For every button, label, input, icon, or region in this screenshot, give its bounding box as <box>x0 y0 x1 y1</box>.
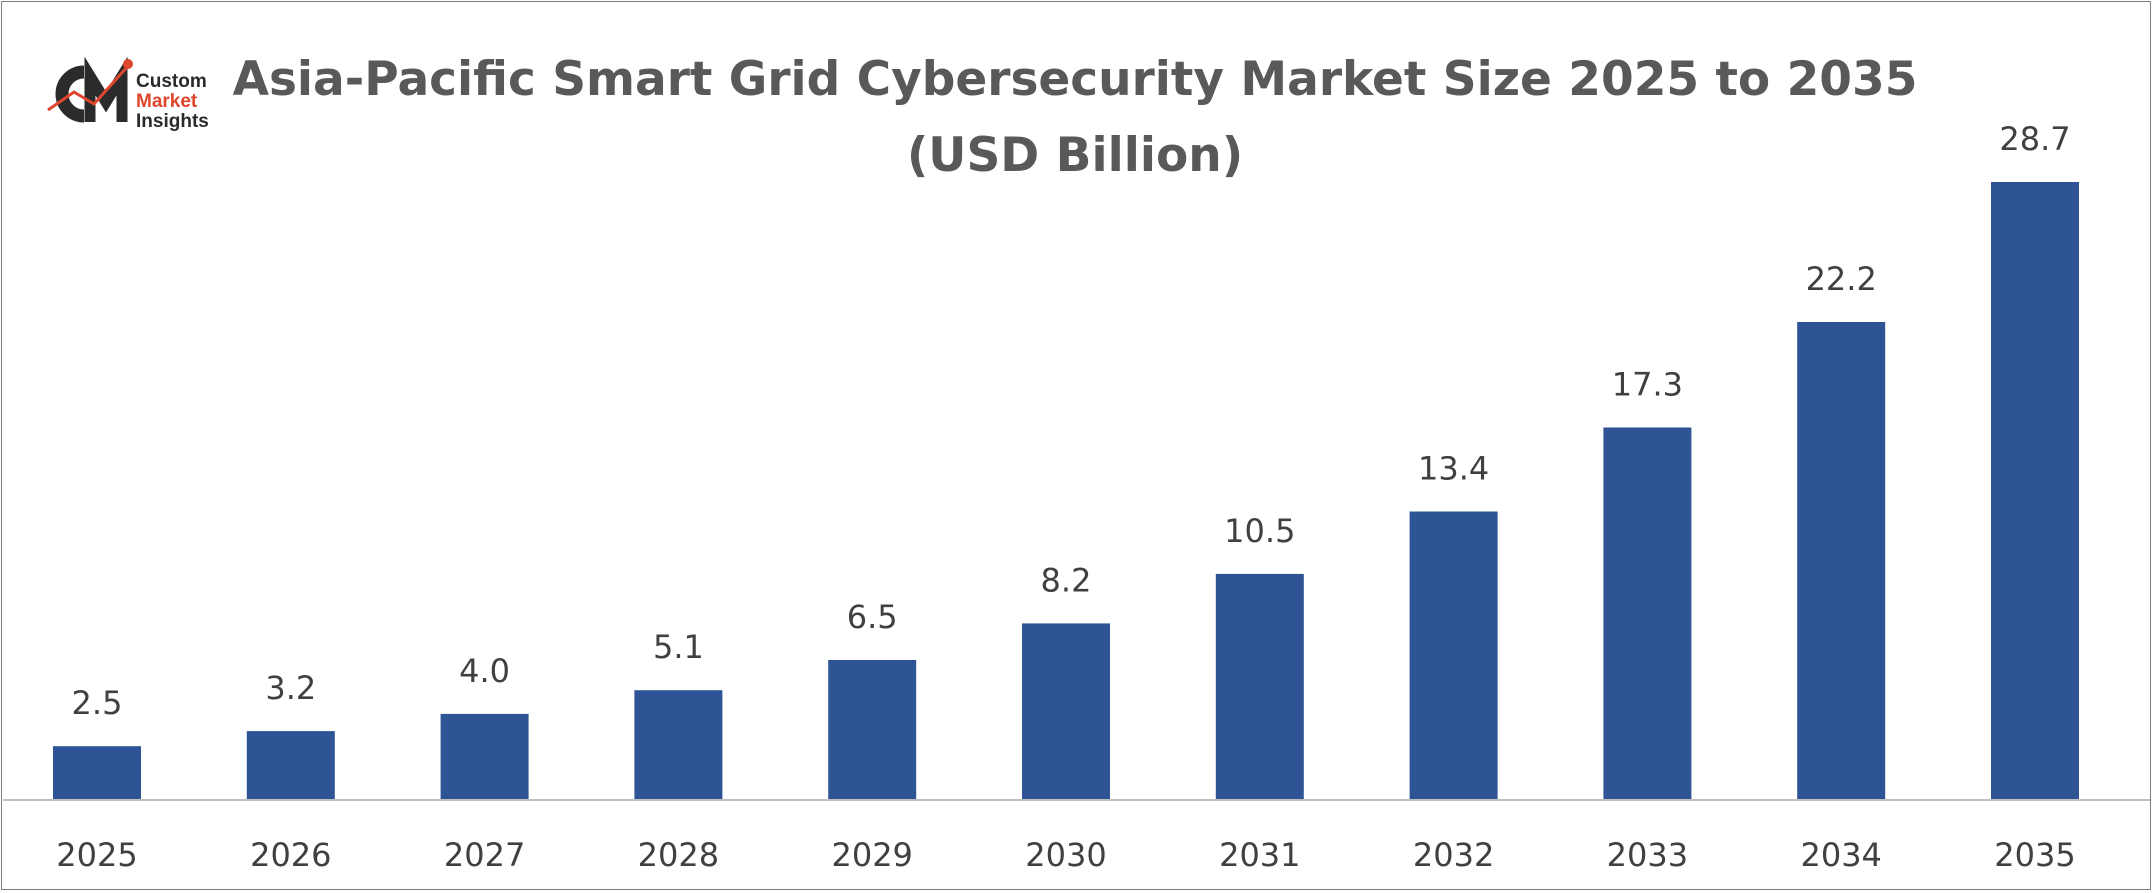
tick-label-2032: 2032 <box>1413 836 1494 874</box>
tick-label-2025: 2025 <box>56 836 137 874</box>
tick-label-2035: 2035 <box>1994 836 2075 874</box>
chart-title: Asia-Pacific Smart Grid Cybersecurity Ma… <box>180 42 1970 194</box>
tick-label-2030: 2030 <box>1025 836 1106 874</box>
value-label-2025: 2.5 <box>72 684 123 722</box>
bars-group <box>53 182 2079 800</box>
logo-line-insights: Insights <box>136 111 209 132</box>
tick-labels-group: 2025 2026 2027 2028 2029 2030 2031 2032 2033 2034… <box>56 836 2075 874</box>
value-label-2028: 5.1 <box>653 628 704 666</box>
cmi-logo-icon <box>47 56 133 123</box>
bar-2033 <box>1603 427 1692 800</box>
chart-title-line-1: Asia-Pacific Smart Grid Cybersecurity Ma… <box>232 52 1918 107</box>
value-label-2031: 10.5 <box>1224 512 1295 550</box>
tick-label-2027: 2027 <box>444 836 525 874</box>
tick-label-2028: 2028 <box>638 836 719 874</box>
value-label-2027: 4.0 <box>459 652 510 690</box>
tick-label-2026: 2026 <box>250 836 331 874</box>
tick-label-2033: 2033 <box>1607 836 1688 874</box>
bar-2028 <box>634 690 723 800</box>
value-labels-group: 2.5 3.2 4.0 5.1 6.5 8.2 10.5 13.4 17.3 22.2 28.7 <box>72 120 2071 722</box>
logo-line-custom: Custom <box>136 71 207 92</box>
tick-label-2034: 2034 <box>1800 836 1881 874</box>
bar-2026 <box>246 731 335 800</box>
chart-title-line-2: (USD Billion) <box>906 128 1244 183</box>
value-label-2032: 13.4 <box>1418 450 1489 488</box>
bar-2035 <box>1991 182 2079 800</box>
bar-2031 <box>1215 573 1304 800</box>
bar-2027 <box>440 713 529 800</box>
tick-label-2029: 2029 <box>831 836 912 874</box>
value-label-2026: 3.2 <box>265 669 316 707</box>
bar-2030 <box>1022 623 1110 800</box>
tick-label-2031: 2031 <box>1219 836 1300 874</box>
bar-2032 <box>1409 511 1498 800</box>
value-label-2033: 17.3 <box>1612 366 1683 404</box>
logo-wordmark: Custom Market Insights <box>136 72 256 132</box>
bar-2034 <box>1797 322 1886 800</box>
bar-2025 <box>53 746 141 800</box>
value-label-2030: 8.2 <box>1041 561 1092 599</box>
bar-2029 <box>828 660 917 800</box>
logo-line-market: Market <box>136 91 198 112</box>
value-label-2035: 28.7 <box>1999 120 2070 158</box>
value-label-2034: 22.2 <box>1806 260 1877 298</box>
value-label-2029: 6.5 <box>847 598 898 636</box>
